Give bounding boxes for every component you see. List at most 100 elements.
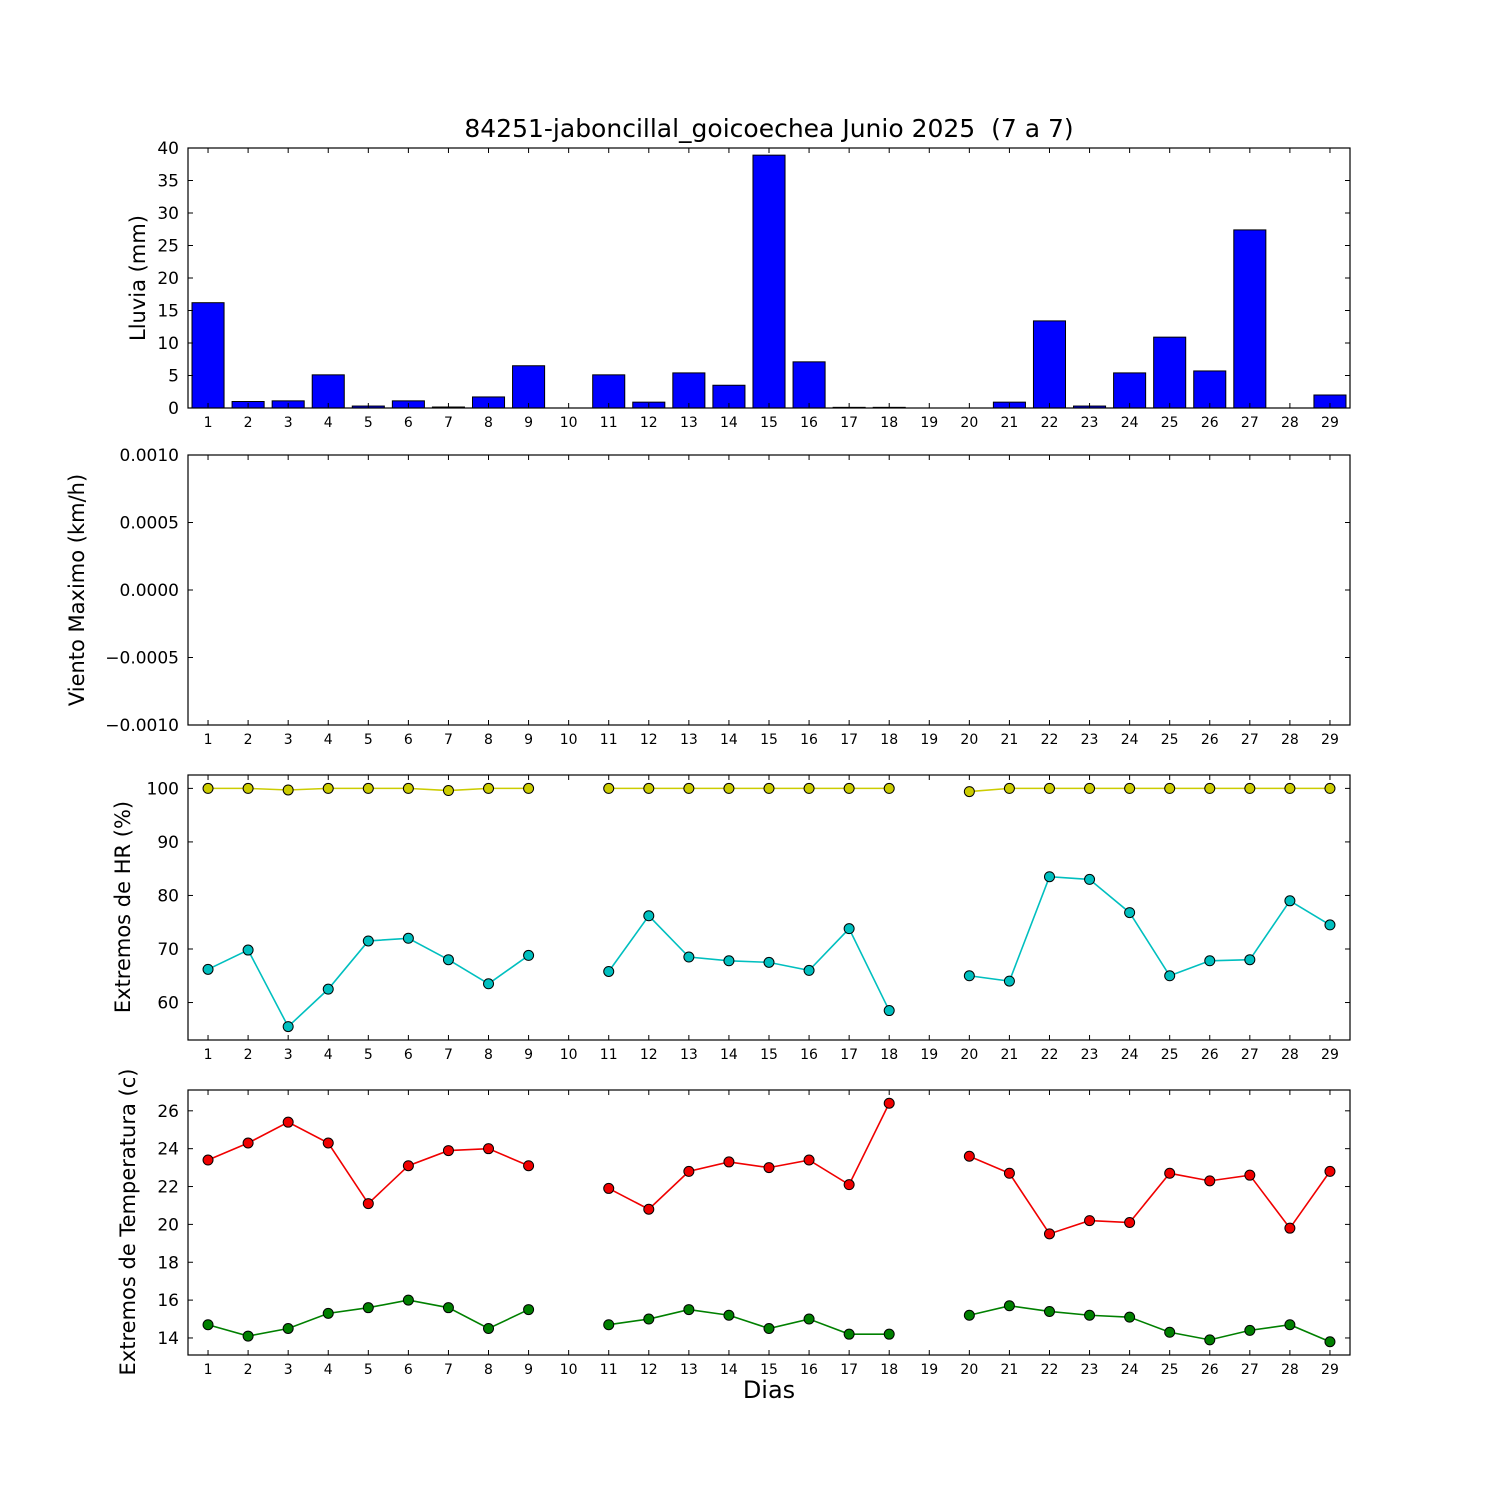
x-tick-label: 5 <box>364 1047 373 1063</box>
x-tick-label: 10 <box>560 732 578 748</box>
y-tick-label: 20 <box>157 269 179 289</box>
x-tick-label: 14 <box>720 1047 738 1063</box>
x-tick-label: 13 <box>680 1362 698 1378</box>
x-tick-label: 25 <box>1161 1047 1179 1063</box>
x-tick-label: 7 <box>444 732 453 748</box>
x-tick-label: 3 <box>284 732 293 748</box>
x-tick-label: 26 <box>1201 1362 1219 1378</box>
x-tick-label: 15 <box>760 1362 778 1378</box>
y-tick-label: 15 <box>157 302 179 322</box>
subplot-lluvia-bars: 1 2 3 4 5 6 7 8 9 10 11 12 13 14 15 16 17 18 19 20 21 22 23 24 2… <box>157 139 1351 431</box>
x-tick-label: 18 <box>880 415 898 431</box>
x-tick-label: 4 <box>324 1047 333 1063</box>
x-tick-label: 17 <box>840 732 858 748</box>
x-tick-label: 21 <box>1000 732 1018 748</box>
x-tick-label: 19 <box>920 1047 938 1063</box>
x-tick-label: 1 <box>204 732 213 748</box>
x-tick-label: 1 <box>204 415 213 431</box>
x-tick-label: 20 <box>960 732 978 748</box>
y-tick-label: 100 <box>147 779 179 799</box>
x-tick-label: 23 <box>1081 1362 1099 1378</box>
x-tick-label: 13 <box>680 1047 698 1063</box>
y-tick-label: 40 <box>157 139 179 159</box>
x-tick-label: 7 <box>444 1047 453 1063</box>
x-tick-label: 15 <box>760 732 778 748</box>
x-tick-label: 2 <box>244 1047 253 1063</box>
x-tick-label: 29 <box>1321 1047 1339 1063</box>
ylabel-lluvia: Lluvia (mm) <box>126 215 150 341</box>
ylabel-extremos-temperatura: Extremos de Temperatura (c) <box>116 1069 140 1376</box>
y-tick-label: 25 <box>157 237 179 257</box>
figure-title: 84251-jaboncillal_goicoechea Junio 2025 … <box>464 114 1073 143</box>
x-tick-label: 19 <box>920 732 938 748</box>
x-tick-label: 29 <box>1321 1362 1339 1378</box>
y-tick-label: 20 <box>157 1215 179 1235</box>
y-tick-label: 10 <box>157 334 179 354</box>
x-tick-label: 20 <box>960 415 978 431</box>
x-tick-label: 3 <box>284 415 293 431</box>
x-tick-label: 5 <box>364 1362 373 1378</box>
y-tick-label: 90 <box>157 833 179 853</box>
x-tick-label: 28 <box>1281 1047 1299 1063</box>
y-tick-label: 0.0000 <box>120 581 179 601</box>
x-tick-label: 18 <box>880 1362 898 1378</box>
x-tick-label: 6 <box>404 732 413 748</box>
xlabel-dias: Dias <box>743 1376 795 1404</box>
x-tick-label: 26 <box>1201 415 1219 431</box>
x-tick-label: 18 <box>880 1047 898 1063</box>
y-tick-label: 0 <box>168 399 179 419</box>
x-tick-label: 23 <box>1081 732 1099 748</box>
x-tick-label: 1 <box>204 1047 213 1063</box>
y-tick-label: 22 <box>157 1178 179 1198</box>
x-tick-label: 9 <box>524 415 533 431</box>
x-tick-label: 23 <box>1081 1047 1099 1063</box>
y-tick-label: 70 <box>157 940 179 960</box>
x-tick-label: 14 <box>720 732 738 748</box>
y-tick-label: 26 <box>157 1102 179 1122</box>
x-tick-label: 27 <box>1241 415 1259 431</box>
x-tick-label: 28 <box>1281 1362 1299 1378</box>
y-tick-label: 0.0010 <box>120 446 179 466</box>
x-tick-label: 16 <box>800 1047 818 1063</box>
x-tick-label: 15 <box>760 415 778 431</box>
x-tick-label: 21 <box>1000 1047 1018 1063</box>
x-tick-label: 8 <box>484 732 493 748</box>
x-tick-label: 2 <box>244 1362 253 1378</box>
x-tick-label: 1 <box>204 1362 213 1378</box>
x-tick-label: 21 <box>1000 415 1018 431</box>
x-tick-label: 25 <box>1161 732 1179 748</box>
x-tick-label: 17 <box>840 415 858 431</box>
x-tick-label: 22 <box>1041 732 1059 748</box>
y-tick-label: −0.0010 <box>105 716 179 736</box>
subplot-viento-maximo: 1 2 3 4 5 6 7 8 9 10 11 12 13 14 15 16 17 18 19 20 21 22 23 24 2… <box>105 446 1351 748</box>
x-tick-label: 17 <box>840 1047 858 1063</box>
subplot-extremos-hr: 1 2 3 4 5 6 7 8 9 10 11 12 13 14 15 16 17 18 19 20 21 22 23 24 2… <box>147 774 1351 1063</box>
y-tick-label: 35 <box>157 172 179 192</box>
x-tick-label: 4 <box>324 732 333 748</box>
x-tick-label: 3 <box>284 1362 293 1378</box>
x-tick-label: 12 <box>640 732 658 748</box>
x-tick-label: 28 <box>1281 415 1299 431</box>
y-tick-label: 14 <box>157 1329 179 1349</box>
x-tick-label: 2 <box>244 732 253 748</box>
x-tick-label: 22 <box>1041 1047 1059 1063</box>
x-tick-label: 7 <box>444 415 453 431</box>
y-tick-label: 60 <box>157 994 179 1014</box>
x-tick-label: 20 <box>960 1047 978 1063</box>
x-tick-label: 16 <box>800 1362 818 1378</box>
x-tick-label: 24 <box>1121 732 1139 748</box>
x-tick-label: 19 <box>920 415 938 431</box>
x-tick-label: 2 <box>244 415 253 431</box>
x-tick-label: 27 <box>1241 1362 1259 1378</box>
x-tick-label: 29 <box>1321 732 1339 748</box>
y-tick-label: 18 <box>157 1253 179 1273</box>
x-tick-label: 22 <box>1041 415 1059 431</box>
ylabel-extremos-hr: Extremos de HR (%) <box>111 801 135 1013</box>
x-tick-label: 26 <box>1201 1047 1219 1063</box>
y-tick-label: 5 <box>168 367 179 387</box>
x-tick-label: 6 <box>404 1362 413 1378</box>
x-tick-label: 11 <box>600 1362 618 1378</box>
x-tick-label: 7 <box>444 1362 453 1378</box>
x-tick-label: 11 <box>600 415 618 431</box>
